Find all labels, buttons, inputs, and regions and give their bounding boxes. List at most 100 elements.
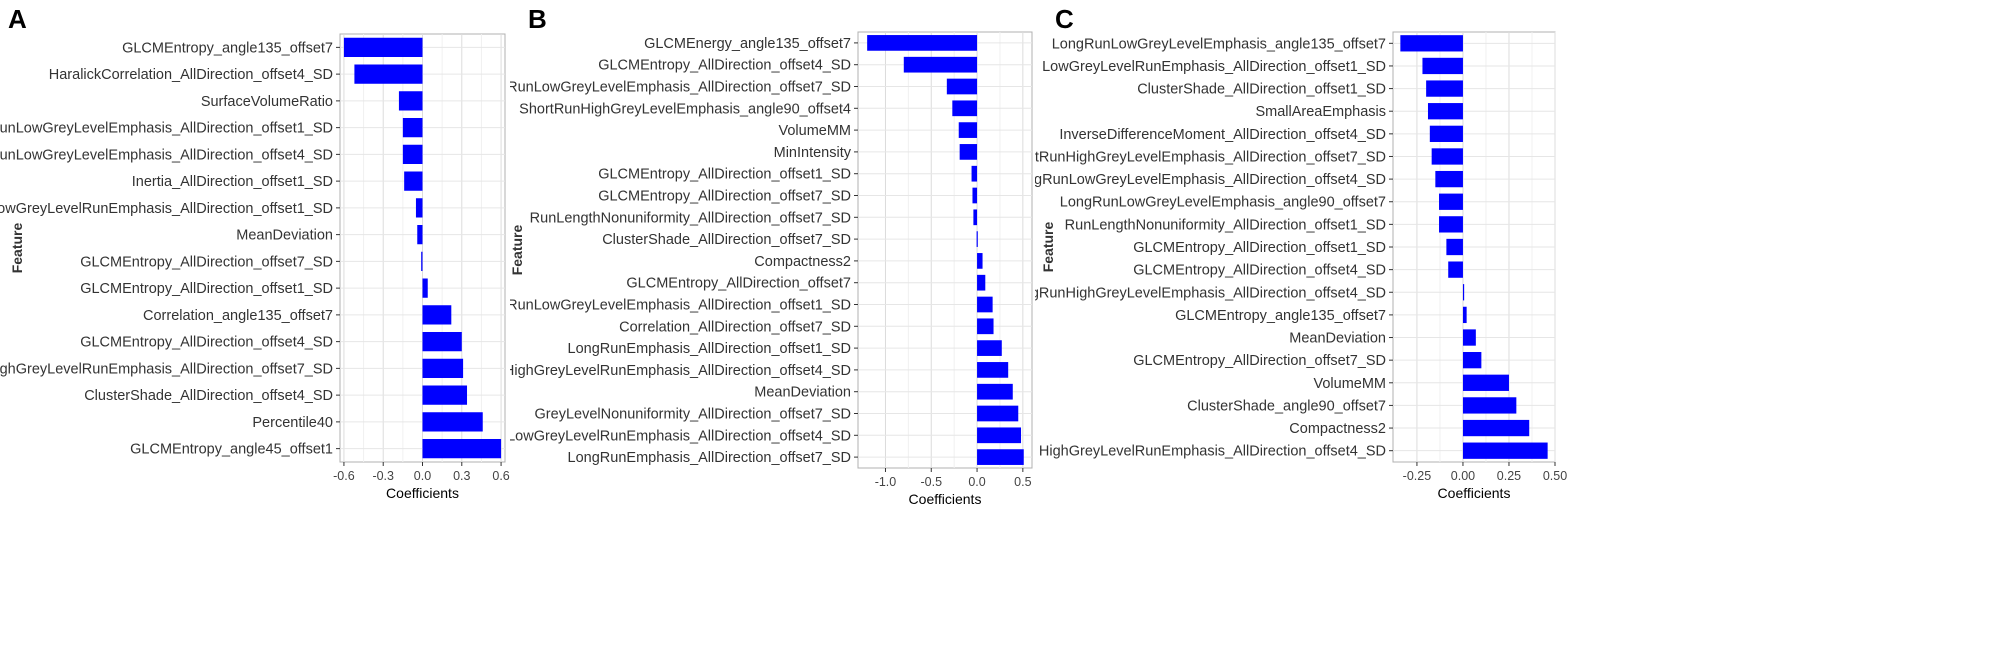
x-tick-label: 0.5 [1014, 475, 1031, 489]
y-tick-label: LowGreyLevelRunEmphasis_AllDirection_off… [0, 201, 333, 217]
bar [1439, 193, 1463, 210]
bar [958, 122, 978, 138]
y-tick-label: VolumeMM [1313, 376, 1386, 392]
y-tick-label: ClusterShade_AllDirection_offset7_SD [602, 232, 851, 248]
bar [977, 296, 993, 313]
panel-b: B GLCMEnergy_angle135_offset7 GLCMEntropy… [475, 0, 1035, 640]
x-tick-label: 0.50 [1543, 469, 1567, 483]
x-tick-label: -0.5 [920, 475, 942, 489]
bar [343, 37, 423, 58]
x-tick-label: 0.0 [968, 475, 985, 489]
y-tick-label: LowGreyLevelRunEmphasis_AllDirection_off… [510, 428, 851, 444]
bar [977, 274, 986, 291]
y-tick-label: Correlation_AllDirection_offset7_SD [619, 319, 851, 335]
bar [1462, 284, 1465, 301]
bar [421, 251, 423, 272]
y-tick-label: GLCMEntropy_AllDirection_offset1_SD [598, 167, 851, 183]
bar [977, 340, 1002, 356]
bar [415, 198, 423, 218]
bar [1462, 442, 1548, 459]
x-axis-title: Coefficients [1438, 485, 1511, 501]
y-tick-label: LongRunHighGreyLevelEmphasis_AllDirectio… [1035, 285, 1386, 301]
bar [1446, 238, 1463, 256]
y-axis-title: Feature [1040, 222, 1056, 273]
bar [977, 405, 1019, 422]
bar [1429, 125, 1463, 142]
y-tick-label: Compactness2 [754, 254, 851, 270]
x-tick-label: 0.0 [414, 469, 431, 483]
bar [903, 56, 978, 73]
y-tick-label: LongRunEmphasis_AllDirection_offset7_SD [568, 450, 851, 466]
y-tick-label: LongRunEmphasis_AllDirection_offset1_SD [568, 341, 851, 357]
y-tick-label: MinIntensity [774, 145, 852, 161]
bar [1435, 170, 1463, 188]
bar [973, 209, 978, 226]
y-tick-label: GLCMEntropy_AllDirection_offset4_SD [598, 58, 851, 74]
bar [417, 224, 423, 245]
x-tick-label: -1.0 [875, 475, 897, 489]
y-tick-label: GLCMEntropy_AllDirection_offset7 [626, 276, 851, 292]
panel-label-a: A [8, 4, 27, 34]
y-tick-label: LowGreyLevelRunEmphasis_AllDirection_off… [1042, 59, 1386, 75]
bar [1439, 216, 1463, 233]
y-tick-label: ClusterShade_AllDirection_offset4_SD [84, 388, 333, 404]
y-tick-label: GLCMEntropy_AllDirection_offset1_SD [80, 281, 333, 297]
y-tick-label: SmallAreaEmphasis [1255, 104, 1386, 120]
y-tick-label: LongRunLowGreyLevelEmphasis_angle135_off… [1052, 36, 1386, 52]
bar [1426, 80, 1463, 97]
x-tick-label: 0.25 [1497, 469, 1521, 483]
panel-c: C LongRunLowGreyLevelEmphasis_angle135_o… [1004, 0, 2009, 640]
panel-label-c: C [1055, 4, 1074, 34]
chart-c: LongRunLowGreyLevelEmphasis_angle135_off… [1004, 31, 1567, 501]
y-tick-label: MeanDeviation [754, 385, 851, 401]
bar [977, 318, 994, 335]
x-tick-label: 0.3 [453, 469, 470, 483]
bar [404, 171, 423, 191]
bar [976, 231, 978, 247]
y-tick-label: LongRunLowGreyLevelEmphasis_angle90_offs… [1060, 195, 1386, 211]
y-tick-label: HighGreyLevelRunEmphasis_AllDirection_of… [1039, 444, 1386, 460]
y-tick-label: HighGreyLevelRunEmphasis_AllDirection_of… [0, 361, 333, 377]
bar [354, 64, 423, 84]
bar [977, 362, 1009, 378]
y-tick-label: GLCMEntropy_AllDirection_offset1_SD [1133, 240, 1386, 256]
bar [422, 305, 452, 325]
plot-panel [857, 31, 1033, 469]
y-tick-label: Percentile40 [252, 415, 333, 431]
y-tick-label: VolumeMM [778, 123, 851, 139]
bar [1431, 148, 1463, 165]
y-tick-label: InverseDifferenceMoment_AllDirection_off… [1059, 127, 1386, 143]
y-tick-label: HighGreyLevelRunEmphasis_AllDirection_of… [510, 363, 851, 379]
x-axis-title: Coefficients [909, 491, 982, 507]
bar [1462, 419, 1530, 437]
y-tick-label: GLCMEntropy_AllDirection_offset4_SD [1133, 263, 1386, 279]
bar [1400, 35, 1463, 52]
bar [422, 438, 502, 459]
bar [1462, 306, 1467, 324]
y-tick-label: GLCMEntropy_angle45_offset1 [130, 442, 333, 458]
bar [422, 331, 462, 352]
x-axis-title: Coefficients [386, 485, 459, 501]
y-axis-title: Feature [9, 223, 25, 274]
bar [977, 253, 983, 269]
bar [422, 358, 464, 379]
y-tick-label: Correlation_angle135_offset7 [143, 308, 333, 324]
bar [1462, 397, 1517, 414]
y-tick-label: LongRunLowGreyLevelEmphasis_AllDirection… [0, 121, 333, 137]
x-tick-label: -0.6 [333, 469, 355, 483]
bar [1448, 261, 1463, 278]
bar [422, 385, 468, 405]
y-tick-label: ClusterShade_angle90_offset7 [1187, 398, 1386, 414]
y-tick-label: ShortRunLowGreyLevelEmphasis_AllDirectio… [0, 147, 333, 163]
bar [867, 35, 978, 51]
bar [1427, 103, 1463, 120]
bar [1462, 352, 1482, 369]
y-tick-label: ShortRunHighGreyLevelEmphasis_angle90_of… [519, 101, 851, 117]
chart-a: GLCMEntropy_angle135_offset7 HaralickCorr… [0, 33, 510, 501]
y-tick-label: Compactness2 [1289, 421, 1386, 437]
bar [402, 144, 423, 165]
y-tick-label: LongRunLowGreyLevelEmphasis_AllDirection… [1035, 172, 1386, 188]
y-tick-label: Inertia_AllDirection_offset1_SD [132, 174, 333, 190]
bar [1422, 57, 1463, 75]
y-tick-label: RunLengthNonuniformity_AllDirection_offs… [1065, 217, 1386, 233]
